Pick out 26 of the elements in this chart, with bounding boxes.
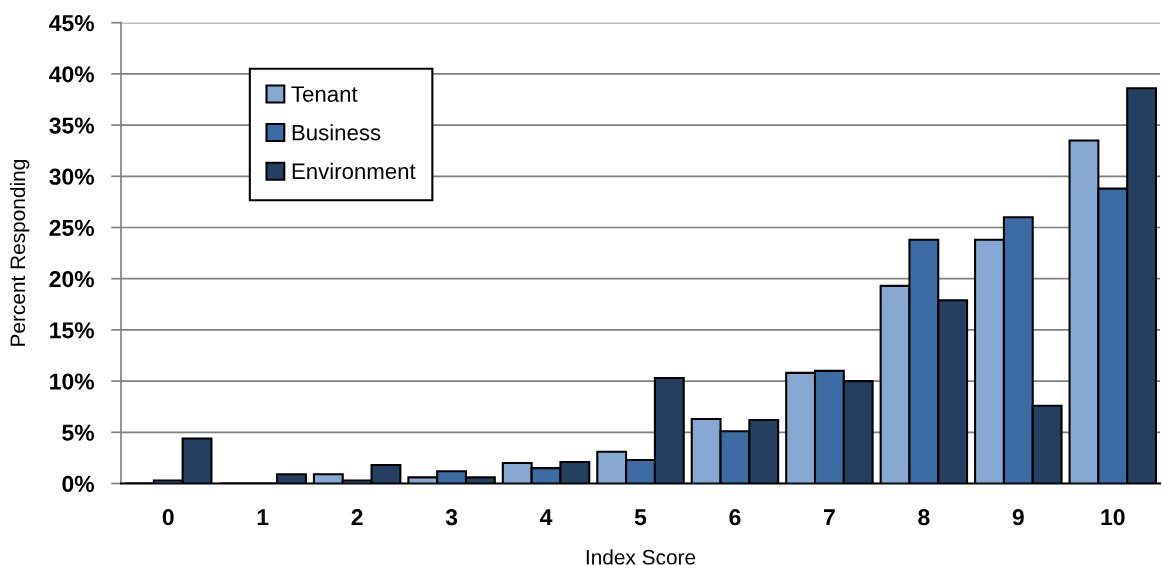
x-tick-label: 5 [634, 509, 647, 526]
y-tick-label: 30% [49, 168, 95, 185]
legend-label: Tenant [291, 86, 358, 102]
y-tick-label: 20% [49, 271, 95, 288]
y-tick-label: 0% [62, 475, 95, 493]
x-tick-label: 8 [918, 509, 930, 526]
x-tick-label: 1 [257, 509, 269, 526]
y-tick-label: 15% [50, 322, 95, 339]
x-tick-label: 9 [1012, 509, 1024, 526]
x-tick-label: 0 [162, 509, 174, 526]
y-tick-label: 45% [49, 15, 95, 32]
y-tick-label: 25% [49, 219, 95, 237]
y-tick-label: 40% [49, 66, 95, 83]
x-tick-label: 7 [824, 509, 835, 526]
y-tick-label: 10% [50, 373, 95, 390]
x-tick-label: 4 [540, 509, 553, 526]
x-tick-label: 6 [729, 509, 741, 526]
y-tick-label: 5% [62, 424, 95, 441]
legend-label: Business [292, 124, 381, 141]
x-tick-label: 3 [445, 509, 458, 526]
y-axis-title: Percent Responding [9, 160, 30, 346]
x-axis-title: Index Score [586, 549, 696, 565]
x-tick-label: 10 [1101, 509, 1125, 526]
y-tick-label: 35% [49, 117, 95, 134]
legend-label: Environment [292, 162, 416, 180]
x-tick-label: 2 [351, 509, 363, 526]
